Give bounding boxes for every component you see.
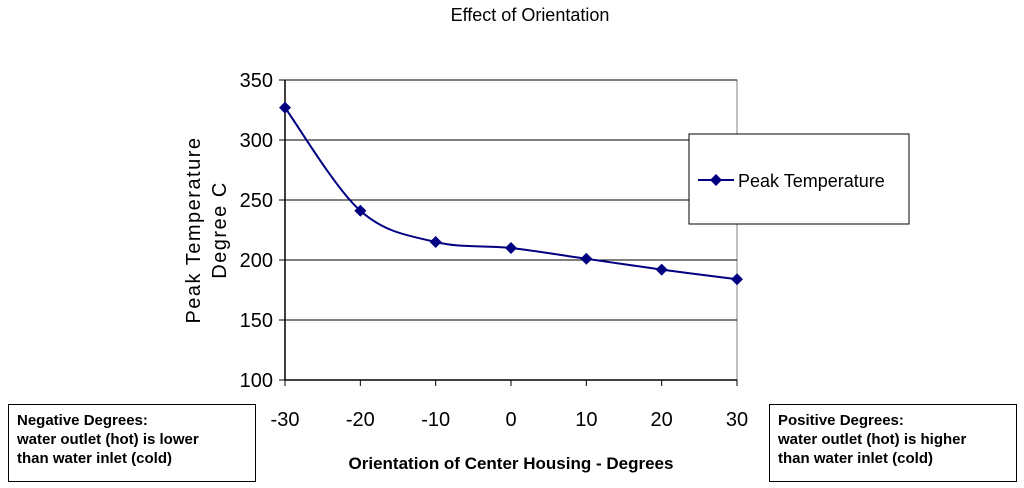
data-point-x20 [655, 263, 668, 276]
data-point-x10 [580, 252, 593, 265]
x-tick-label--10: -10 [421, 409, 450, 431]
data-point-x-10 [429, 236, 442, 248]
x-tick-label-20: 20 [651, 409, 673, 431]
series-markers [279, 101, 743, 286]
y-tick-label-350: 350 [240, 70, 273, 92]
x-tick-label--30: -30 [271, 409, 300, 431]
y-tick-labels: 100 150 200 250 300 350 [240, 70, 273, 392]
x-tick-label-0: 0 [505, 409, 516, 431]
positive-note-line1: Positive Degrees: [778, 412, 904, 429]
legend-label: Peak Temperature [738, 171, 885, 191]
axes [279, 79, 738, 386]
positive-note-line3: than water inlet (cold) [778, 450, 934, 467]
x-tick-label-10: 10 [575, 409, 597, 431]
y-tick-label-300: 300 [240, 130, 273, 152]
negative-note-line3: than water inlet (cold) [17, 450, 173, 467]
data-point-x-30 [279, 101, 291, 114]
negative-note-line1: Negative Degrees: [17, 412, 148, 429]
legend-marker [710, 174, 722, 186]
negative-note-line2: water outlet (hot) is lower [17, 431, 199, 448]
data-point-x0 [505, 242, 517, 254]
x-axis-label: Orientation of Center Housing - Degrees [349, 454, 674, 473]
y-tick-label-100: 100 [240, 370, 273, 392]
y-tick-label-250: 250 [240, 190, 273, 212]
legend: Peak Temperature [688, 133, 910, 225]
negative-degrees-note: Negative Degrees: water outlet (hot) is … [8, 404, 256, 482]
x-tick-label--20: -20 [346, 409, 375, 431]
y-tick-label-200: 200 [240, 250, 273, 272]
data-point-x30 [731, 273, 743, 286]
x-tick-labels: -30 -20 -10 0 10 20 30 [271, 409, 749, 431]
y-axis-label-line2: Degree C [209, 181, 231, 279]
positive-note-line2: water outlet (hot) is higher [778, 431, 967, 448]
y-tick-label-150: 150 [240, 310, 273, 332]
y-axis-label-line1: Peak Temperature [183, 136, 205, 323]
positive-degrees-note: Positive Degrees: water outlet (hot) is … [769, 404, 1017, 482]
plot-area [284, 79, 738, 381]
data-point-x-20 [354, 204, 367, 217]
chart-title: Effect of Orientation [451, 5, 610, 25]
x-tick-label-30: 30 [726, 409, 748, 431]
